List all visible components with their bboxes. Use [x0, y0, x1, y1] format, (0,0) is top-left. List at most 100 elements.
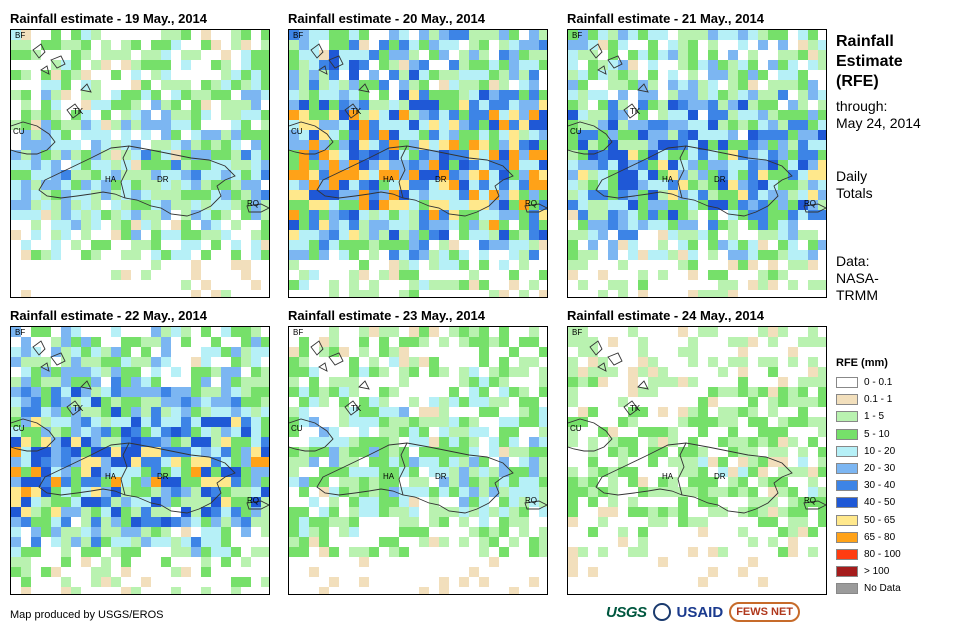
- rainfall-cell: [678, 507, 688, 517]
- rainfall-cell: [808, 180, 818, 190]
- rainfall-cell: [449, 170, 459, 180]
- rainfall-cell: [369, 220, 379, 230]
- rainfall-cell: [51, 567, 61, 577]
- rainfall-cell: [429, 327, 439, 337]
- rainfall-cell: [678, 160, 688, 170]
- rainfall-cell: [111, 437, 121, 447]
- rainfall-cell: [509, 437, 519, 447]
- rainfall-cell: [71, 417, 81, 427]
- rainfall-cell: [251, 60, 261, 70]
- rainfall-cell: [171, 487, 181, 497]
- rainfall-cell: [21, 397, 31, 407]
- rainfall-cell: [758, 280, 768, 290]
- rainfall-cell: [698, 30, 708, 40]
- rainfall-cell: [151, 527, 161, 537]
- rainfall-cell: [509, 140, 519, 150]
- rainfall-cell: [201, 447, 211, 457]
- hispaniola-coastline: [316, 442, 514, 514]
- rainfall-cell: [489, 527, 499, 537]
- rainfall-cell: [638, 210, 648, 220]
- rainfall-cell: [479, 387, 489, 397]
- rainfall-cell: [289, 477, 299, 487]
- rainfall-cell: [369, 397, 379, 407]
- rainfall-cell: [439, 30, 449, 40]
- rainfall-cell: [519, 387, 529, 397]
- rainfall-cell: [768, 160, 778, 170]
- rainfall-cell: [429, 537, 439, 547]
- rainfall-cell: [121, 210, 131, 220]
- rainfall-cell: [309, 367, 319, 377]
- rainfall-cell: [299, 537, 309, 547]
- rainfall-cell: [568, 250, 578, 260]
- rainfall-cell: [131, 60, 141, 70]
- rainfall-cell: [519, 40, 529, 50]
- rainfall-cell: [678, 170, 688, 180]
- rainfall-cell: [658, 180, 668, 190]
- rainfall-cell: [289, 30, 299, 40]
- rainfall-cell: [221, 180, 231, 190]
- rainfall-cell: [399, 270, 409, 280]
- rainfall-grid: [568, 30, 826, 297]
- rainfall-cell: [319, 337, 329, 347]
- legend-swatch: [836, 445, 858, 457]
- rainfall-cell: [389, 220, 399, 230]
- rainfall-cell: [588, 160, 598, 170]
- rainfall-cell: [21, 407, 31, 417]
- rainfall-cell: [409, 40, 419, 50]
- rainfall-cell: [349, 50, 359, 60]
- rainfall-cell: [778, 30, 788, 40]
- rainfall-cell: [171, 407, 181, 417]
- rainfall-cell: [101, 467, 111, 477]
- rainfall-cell: [578, 90, 588, 100]
- rainfall-cell: [101, 100, 111, 110]
- rainfall-cell: [51, 437, 61, 447]
- rainfall-cell: [718, 467, 728, 477]
- rainfall-cell: [231, 120, 241, 130]
- rainfall-cell: [768, 30, 778, 40]
- rainfall-cell: [309, 190, 319, 200]
- rainfall-cell: [539, 130, 547, 140]
- rainfall-cell: [379, 40, 389, 50]
- rainfall-cell: [728, 120, 738, 130]
- rainfall-cell: [241, 260, 251, 270]
- rainfall-cell: [101, 347, 111, 357]
- rainfall-cell: [389, 447, 399, 457]
- legend-item: 10 - 20: [836, 443, 901, 460]
- rainfall-cell: [648, 250, 658, 260]
- rainfall-cell: [439, 280, 449, 290]
- rainfall-cell: [289, 367, 299, 377]
- rainfall-cell: [568, 90, 578, 100]
- rainfall-cell: [529, 180, 539, 190]
- rainfall-cell: [161, 457, 171, 467]
- rainfall-cell: [529, 110, 539, 120]
- rainfall-cell: [529, 210, 539, 220]
- legend-item: 30 - 40: [836, 477, 901, 494]
- rainfall-cell: [171, 427, 181, 437]
- rainfall-cell: [31, 417, 41, 427]
- rainfall-cell: [688, 50, 698, 60]
- legend-label: No Data: [864, 583, 901, 595]
- rainfall-cell: [251, 190, 261, 200]
- rainfall-cell: [329, 50, 339, 60]
- rainfall-cell: [808, 60, 818, 70]
- rainfall-cell: [638, 170, 648, 180]
- rainfall-cell: [231, 517, 241, 527]
- rainfall-cell: [499, 150, 509, 160]
- rainfall-cell: [678, 447, 688, 457]
- rainfall-cell: [469, 487, 479, 497]
- rainfall-cell: [309, 447, 319, 457]
- rainfall-cell: [91, 100, 101, 110]
- rainfall-cell: [678, 100, 688, 110]
- rainfall-cell: [758, 170, 768, 180]
- rainfall-cell: [359, 120, 369, 130]
- rainfall-cell: [231, 100, 241, 110]
- rainfall-cell: [261, 120, 269, 130]
- rainfall-cell: [618, 130, 628, 140]
- rainfall-cell: [221, 100, 231, 110]
- place-label-dr: DR: [157, 472, 169, 481]
- rainfall-cell: [539, 447, 547, 457]
- rainfall-cell: [221, 557, 231, 567]
- rainfall-cell: [221, 457, 231, 467]
- rainfall-cell: [459, 367, 469, 377]
- rainfall-cell: [151, 427, 161, 437]
